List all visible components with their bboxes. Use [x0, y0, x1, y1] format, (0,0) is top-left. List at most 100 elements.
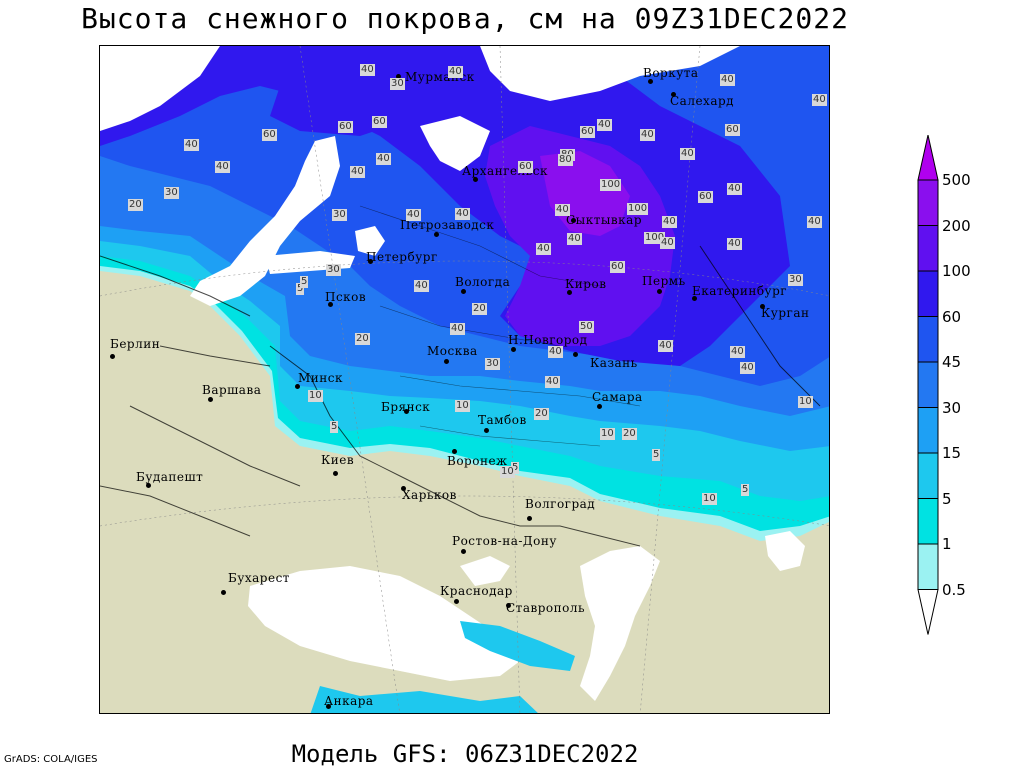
- snow-zone-60b: [270, 76, 430, 136]
- city-label: Салехард: [670, 94, 735, 108]
- city-marker: [368, 259, 373, 264]
- contour-label: 20: [355, 333, 370, 345]
- legend-label: 5: [942, 489, 952, 508]
- contour-label: 60: [610, 261, 625, 273]
- city-marker: [326, 704, 331, 709]
- contour-label: 5: [300, 276, 309, 288]
- city-label: Вологда: [455, 275, 511, 289]
- city-marker: [484, 428, 489, 433]
- legend-label: 200: [942, 216, 971, 235]
- contour-label: 40: [448, 66, 463, 78]
- city-label: Петрозаводск: [400, 218, 495, 232]
- legend-swatch: [917, 452, 939, 499]
- city-marker: [671, 92, 676, 97]
- contour-label: 40: [450, 323, 465, 335]
- contour-label: 10: [455, 400, 470, 412]
- contour-label: 40: [548, 346, 563, 358]
- contour-label: 60: [372, 116, 387, 128]
- contour-label: 60: [580, 126, 595, 138]
- contour-label: 5: [511, 462, 520, 474]
- contour-label: 30: [390, 78, 405, 90]
- legend-label: 45: [942, 353, 962, 371]
- legend-label: 15: [942, 444, 962, 462]
- legend-swatch: [917, 270, 939, 317]
- city-marker: [404, 409, 409, 414]
- city-label: Минск: [298, 371, 344, 385]
- contour-label: 40: [740, 362, 755, 374]
- caspian-sea: [580, 546, 660, 701]
- contour-label: 20: [472, 303, 487, 315]
- legend-swatch: [917, 407, 939, 454]
- contour-label: 40: [730, 346, 745, 358]
- contour-label: 40: [406, 209, 421, 221]
- legend-label: 60: [942, 307, 962, 326]
- city-marker: [221, 590, 226, 595]
- city-label: Петербург: [366, 250, 438, 264]
- contour-label: 40: [414, 280, 429, 292]
- city-label: Пермь: [642, 274, 686, 288]
- model-subtitle: Модель GFS: 06Z31DEC2022: [291, 740, 639, 768]
- city-marker: [527, 516, 532, 521]
- city-label: Киев: [321, 453, 355, 467]
- city-marker: [328, 302, 333, 307]
- city-marker: [597, 404, 602, 409]
- barents-sea: [100, 46, 220, 131]
- city-label: Воронеж: [447, 454, 508, 468]
- contour-label: 100: [600, 179, 622, 191]
- city-marker: [208, 397, 213, 402]
- baltic-sea: [190, 136, 340, 306]
- legend-swatch: [917, 179, 939, 226]
- legend-swatch: [917, 225, 939, 272]
- city-marker: [511, 347, 516, 352]
- contour-label: 40: [727, 183, 742, 195]
- contour-label: 10: [500, 466, 515, 478]
- city-label: Н.Новгород: [508, 333, 588, 347]
- contour-label: 10: [702, 493, 717, 505]
- city-marker: [506, 603, 511, 608]
- contour-label: 40: [640, 129, 655, 141]
- city-marker: [295, 384, 300, 389]
- contour-label: 60: [518, 161, 533, 173]
- contour-label: 20: [128, 199, 143, 211]
- legend-triangle-top: [917, 135, 939, 181]
- contour-label: 60: [698, 191, 713, 203]
- city-label: Казань: [590, 356, 638, 370]
- contour-label: 20: [534, 408, 549, 420]
- city-marker: [461, 289, 466, 294]
- contour-label: 40: [536, 243, 551, 255]
- city-label: Будапешт: [136, 470, 204, 484]
- city-label: Курган: [761, 306, 810, 320]
- city-marker: [648, 79, 653, 84]
- contour-label: 100: [644, 232, 666, 244]
- contour-label: 40: [680, 148, 695, 160]
- city-marker: [692, 296, 697, 301]
- city-label: Краснодар: [440, 584, 513, 598]
- lake-ladoga: [355, 226, 385, 256]
- contour-label: 40: [555, 204, 570, 216]
- city-marker: [567, 290, 572, 295]
- contour-label: 5: [330, 421, 339, 433]
- legend-label: 30: [942, 398, 962, 417]
- contour-label: 60: [262, 129, 277, 141]
- city-marker: [760, 304, 765, 309]
- city-marker: [333, 471, 338, 476]
- contour-label: 40: [350, 166, 365, 178]
- city-marker: [434, 232, 439, 237]
- legend-triangle-bottom: [917, 589, 939, 635]
- snow-caucasus: [460, 621, 575, 671]
- city-label: Архангельск: [462, 164, 548, 178]
- contour-label: 10: [600, 428, 615, 440]
- snow-turkey: [310, 686, 538, 713]
- contour-label: 40: [567, 233, 582, 245]
- contour-label: 40: [727, 238, 742, 250]
- legend-swatch: [917, 498, 939, 545]
- legend-label: 1: [942, 535, 952, 553]
- contour-label: 60: [338, 121, 353, 133]
- contour-label: 10: [308, 390, 323, 402]
- region-borders: [359, 205, 641, 447]
- contour-label: 20: [622, 428, 637, 440]
- legend-swatch: [917, 361, 939, 408]
- city-marker: [396, 74, 401, 79]
- city-marker: [146, 483, 151, 488]
- contour-label: 5: [741, 484, 750, 496]
